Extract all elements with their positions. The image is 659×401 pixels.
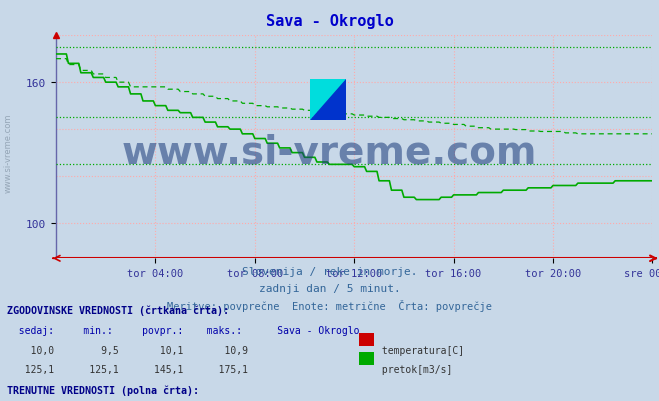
Text: ZGODOVINSKE VREDNOSTI (črtkana črta):: ZGODOVINSKE VREDNOSTI (črtkana črta): bbox=[7, 305, 229, 315]
Text: Sava - Okroglo: Sava - Okroglo bbox=[266, 14, 393, 29]
Polygon shape bbox=[310, 80, 346, 120]
Text: Slovenija / reke in morje.: Slovenija / reke in morje. bbox=[242, 267, 417, 277]
Text: 125,1      125,1      145,1      175,1: 125,1 125,1 145,1 175,1 bbox=[13, 364, 248, 374]
Polygon shape bbox=[310, 80, 346, 120]
Text: TRENUTNE VREDNOSTI (polna črta):: TRENUTNE VREDNOSTI (polna črta): bbox=[7, 385, 198, 395]
Text: Meritve: povprečne  Enote: metrične  Črta: povprečje: Meritve: povprečne Enote: metrične Črta:… bbox=[167, 300, 492, 312]
Text: www.si-vreme.com: www.si-vreme.com bbox=[3, 113, 13, 192]
Text: 10,0        9,5       10,1       10,9: 10,0 9,5 10,1 10,9 bbox=[13, 345, 248, 355]
Text: temperatura[C]: temperatura[C] bbox=[376, 345, 464, 355]
Polygon shape bbox=[310, 80, 346, 120]
Text: sedaj:     min.:     povpr.:    maks.:      Sava - Okroglo: sedaj: min.: povpr.: maks.: Sava - Okrog… bbox=[7, 326, 359, 336]
Text: pretok[m3/s]: pretok[m3/s] bbox=[376, 364, 452, 374]
Text: www.si-vreme.com: www.si-vreme.com bbox=[122, 134, 537, 171]
Text: zadnji dan / 5 minut.: zadnji dan / 5 minut. bbox=[258, 284, 401, 294]
